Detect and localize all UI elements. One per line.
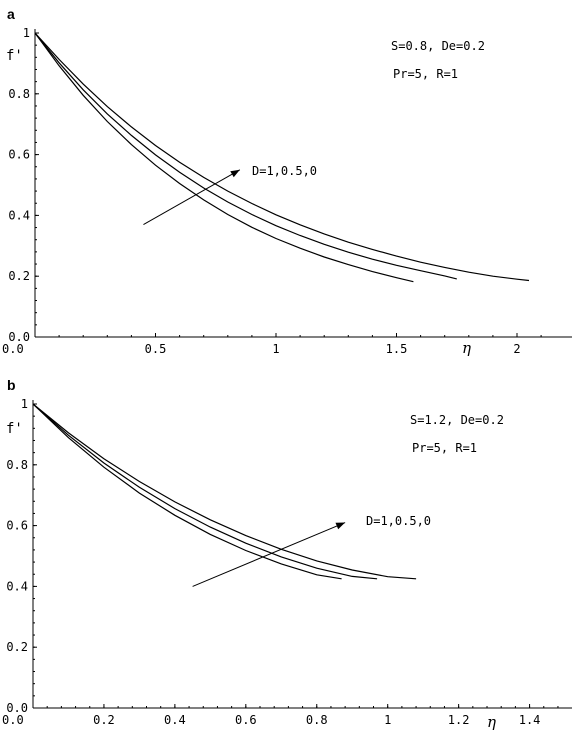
- x-tick-label: 0.5: [145, 342, 167, 356]
- series-line-1: [32, 403, 342, 580]
- y-tick-label: 0.2: [6, 640, 28, 654]
- series-line-3: [34, 32, 530, 282]
- y-tick-label: 0.6: [6, 519, 28, 533]
- param-annotation: S=0.8, De=0.2: [391, 39, 485, 53]
- x-axis-title: η: [487, 713, 496, 731]
- x-axis-title: η: [462, 339, 471, 357]
- trend-arrow: [143, 169, 241, 225]
- arrow-label: D=1,0.5,0: [252, 164, 317, 178]
- y-tick-label: 0.2: [8, 269, 30, 283]
- y-axis-title: f': [6, 48, 23, 64]
- param-annotation: S=1.2, De=0.2: [410, 413, 504, 427]
- trend-arrow-head: [230, 169, 240, 178]
- x-tick-label: 0.8: [306, 713, 328, 727]
- x-tick-label: 1: [272, 342, 279, 356]
- param-annotation: Pr=5, R=1: [412, 441, 477, 455]
- trend-arrow: [192, 522, 346, 587]
- y-tick-label: 0.4: [8, 208, 30, 222]
- chart-panel-a: 0.0 0.2 0.4 0.6 0.8 1 0.0 0.5 1 1.5 2 a f' η S=0.8, De…: [2, 6, 572, 357]
- x-tick-label: 0.4: [164, 713, 186, 727]
- y-tick-label: 1: [21, 397, 28, 411]
- x-tick-label: 1.4: [519, 713, 541, 727]
- x-tick-label: 0.0: [2, 342, 24, 356]
- y-tick-label: 0.8: [8, 87, 30, 101]
- x-tick-label: 0.0: [2, 713, 24, 727]
- chart-panel-b: 0.0 0.2 0.4 0.6 0.8 1 0.0 0.2 0.4 0.6 0.8 1 1.2 1.4 b f…: [2, 377, 572, 731]
- y-tick-label: 0.6: [8, 148, 30, 162]
- arrow-label: D=1,0.5,0: [366, 514, 431, 528]
- panel-label: a: [7, 6, 15, 22]
- panel-label: b: [7, 377, 16, 393]
- y-tick-label: 0.4: [6, 579, 28, 593]
- series-line-1: [34, 32, 414, 283]
- series-line-2: [34, 32, 457, 280]
- x-tick-label: 1.2: [448, 713, 470, 727]
- x-tick-label: 1.5: [386, 342, 408, 356]
- y-tick-label: 0.0: [6, 701, 28, 715]
- y-tick-label: 0.0: [8, 330, 30, 344]
- y-tick-label: 1: [23, 26, 30, 40]
- x-tick-label: 2: [513, 342, 520, 356]
- y-axis-title: f': [6, 421, 23, 437]
- param-annotation: Pr=5, R=1: [393, 67, 458, 81]
- x-tick-label: 1: [384, 713, 391, 727]
- trend-arrow-head: [335, 522, 346, 530]
- series-line-2: [32, 403, 378, 580]
- x-tick-label: 0.2: [93, 713, 115, 727]
- x-tick-label: 0.6: [235, 713, 257, 727]
- series-line-3: [32, 403, 417, 580]
- y-tick-label: 0.8: [6, 458, 28, 472]
